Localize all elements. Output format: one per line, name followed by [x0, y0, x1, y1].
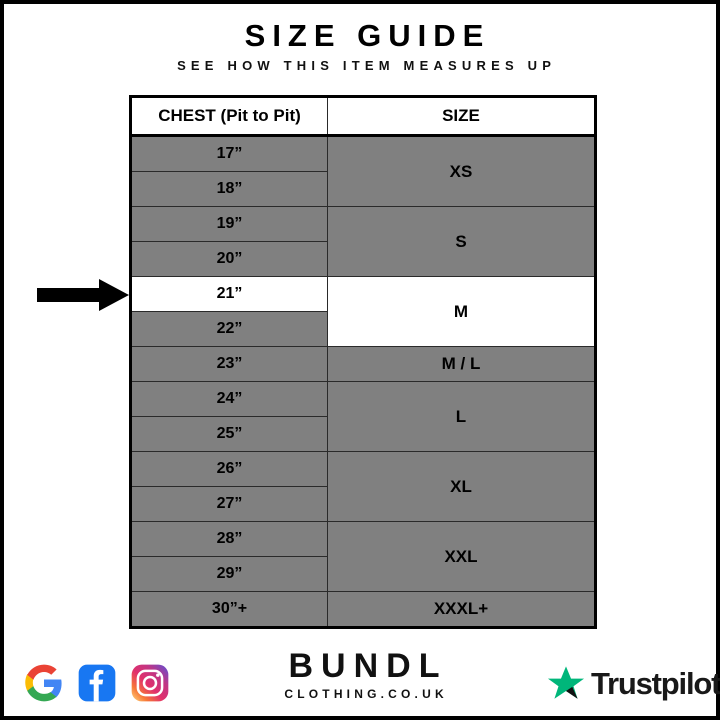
table-row-selected[interactable]: 21” M [130, 276, 596, 347]
size-cell-selected: M [327, 276, 596, 347]
size-chart-table: CHEST (Pit to Pit) SIZE 17” XS 18” 19” S… [129, 95, 597, 629]
google-icon[interactable] [24, 663, 64, 703]
size-cell: M / L [327, 346, 596, 382]
column-header-chest: CHEST (Pit to Pit) [130, 96, 328, 137]
table-row[interactable]: 24” L [130, 381, 596, 452]
chest-cell: 25” [130, 416, 328, 452]
table-row[interactable]: 30”+ XXXL+ [130, 591, 596, 628]
trustpilot-star-icon [547, 666, 585, 699]
chest-cell: 18” [130, 171, 328, 207]
trustpilot-logo[interactable]: Trustpilot [547, 665, 720, 703]
instagram-icon[interactable] [130, 663, 170, 703]
social-links [24, 663, 170, 703]
table-header-row: CHEST (Pit to Pit) SIZE [130, 96, 596, 137]
chest-cell: 23” [130, 346, 328, 382]
table-row[interactable]: 27” [130, 486, 596, 522]
chest-cell: 29” [130, 556, 328, 592]
chest-cell: 24” [130, 381, 328, 417]
brand-block: BUNDL CLOTHING.CO.UK [4, 647, 720, 701]
chest-cell: 26” [130, 451, 328, 487]
table-row[interactable]: 18” [130, 171, 596, 207]
chest-cell: 20” [130, 241, 328, 277]
size-cell: XL [327, 451, 596, 522]
selected-size-arrow [37, 279, 129, 311]
trustpilot-wordmark: Trustpilot [591, 666, 720, 701]
table-row[interactable]: 23” M / L [130, 346, 596, 382]
table-row[interactable]: 17” XS [130, 135, 596, 207]
table-row[interactable]: 29” [130, 556, 596, 592]
size-cell: S [327, 206, 596, 277]
chest-cell: 17” [130, 135, 328, 172]
chest-cell: 19” [130, 206, 328, 242]
table-row[interactable]: 28” XXL [130, 521, 596, 592]
facebook-icon[interactable] [77, 663, 117, 703]
page-subtitle: SEE HOW THIS ITEM MEASURES UP [177, 58, 557, 73]
chest-cell: 22” [130, 311, 328, 347]
size-cell: XS [327, 135, 596, 207]
table-row[interactable]: 26” XL [130, 451, 596, 522]
table-row[interactable]: 20” [130, 241, 596, 277]
table-row[interactable]: 19” S [130, 206, 596, 277]
size-cell: XXL [327, 521, 596, 592]
size-cell: L [327, 381, 596, 452]
chest-cell-selected: 21” [130, 276, 328, 312]
column-header-size: SIZE [327, 96, 596, 137]
chest-cell: 27” [130, 486, 328, 522]
chest-cell: 28” [130, 521, 328, 557]
page-title: SIZE GUIDE [244, 18, 491, 53]
brand-name: BUNDL [288, 647, 448, 685]
brand-domain: CLOTHING.CO.UK [284, 686, 448, 701]
table-row[interactable]: 25” [130, 416, 596, 452]
chest-cell: 30”+ [130, 591, 328, 628]
size-cell: XXXL+ [327, 591, 596, 628]
